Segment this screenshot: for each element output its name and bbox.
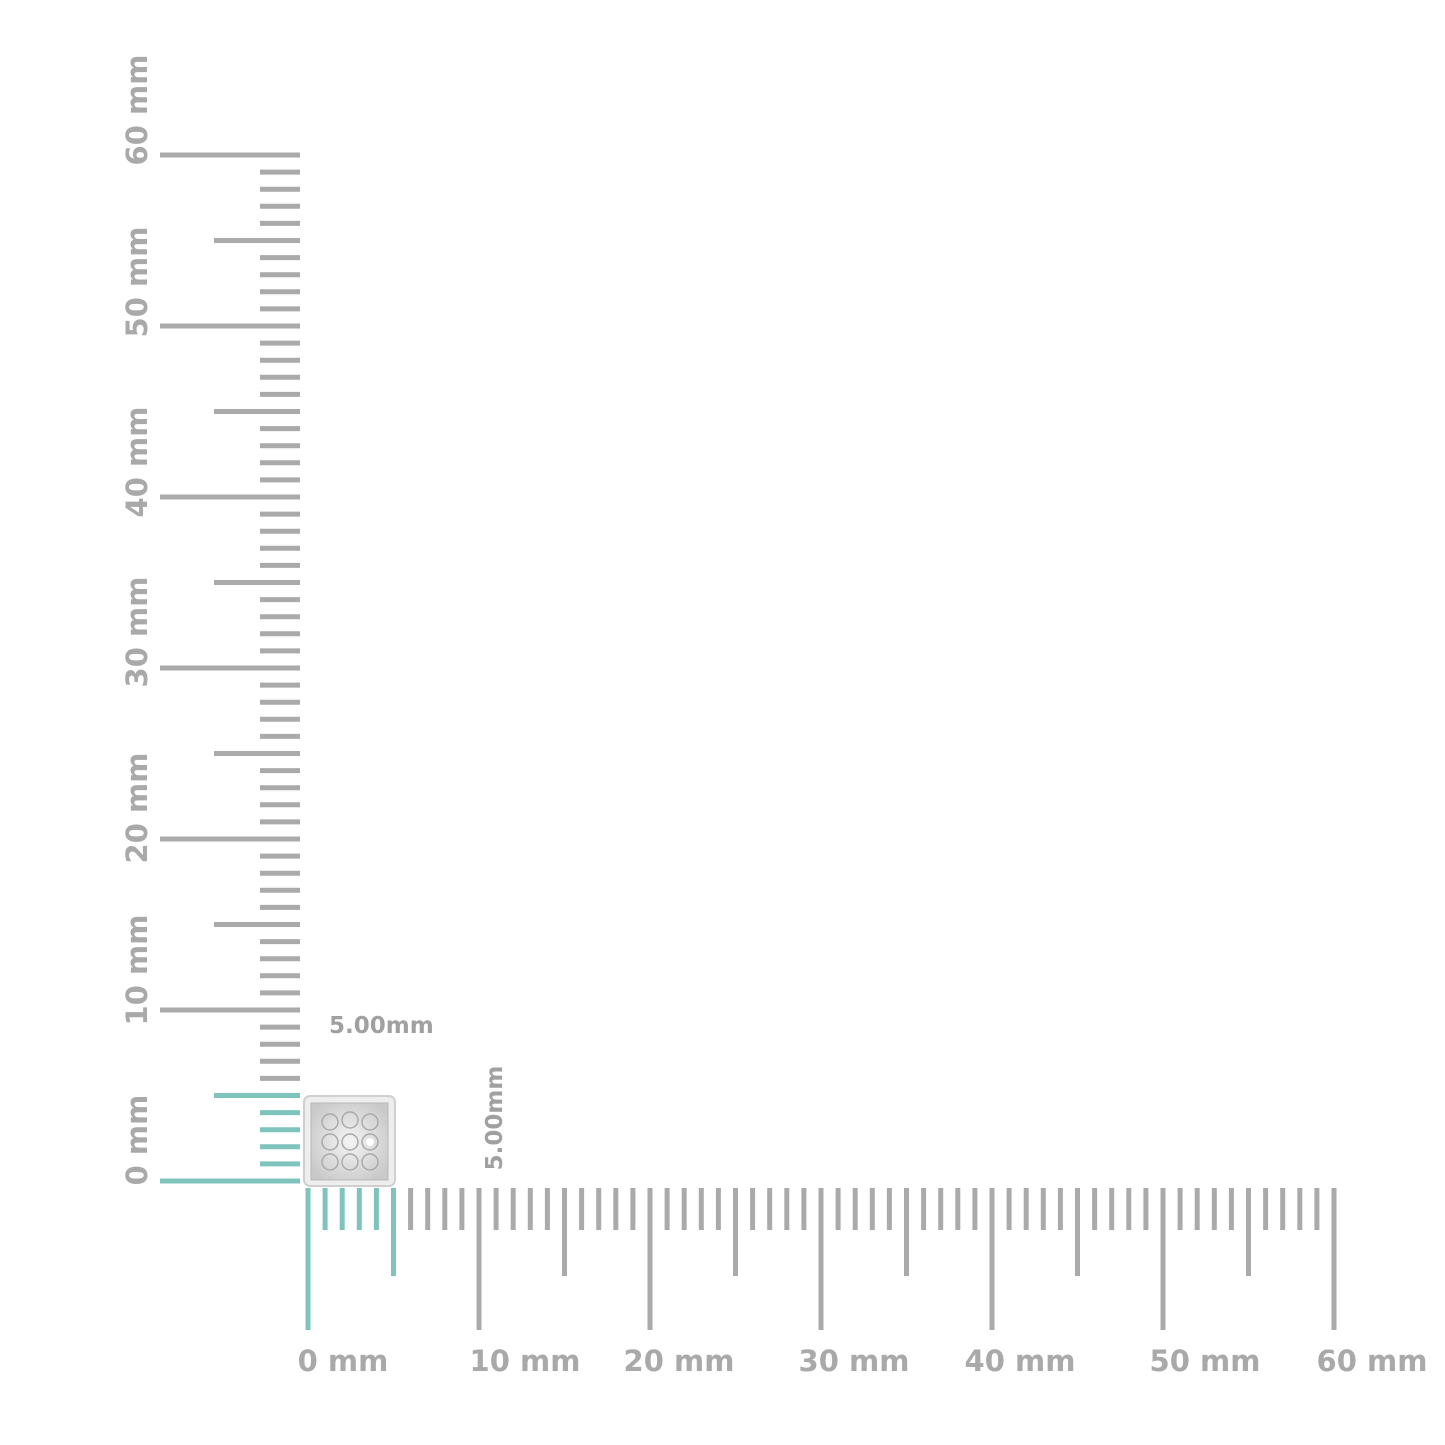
horizontal-axis-label: 30 mm [798, 1344, 910, 1378]
horizontal-axis-label: 20 mm [623, 1344, 735, 1378]
horizontal-axis-label: 0 mm [297, 1344, 389, 1378]
horizontal-axis-label: 50 mm [1149, 1344, 1261, 1378]
horizontal-axis-label: 10 mm [469, 1344, 581, 1378]
horizontal-axis-label: 60 mm [1316, 1344, 1428, 1378]
width-dimension-label: 5.00mm [329, 1013, 434, 1039]
horizontal-axis-label: 40 mm [964, 1344, 1076, 1378]
